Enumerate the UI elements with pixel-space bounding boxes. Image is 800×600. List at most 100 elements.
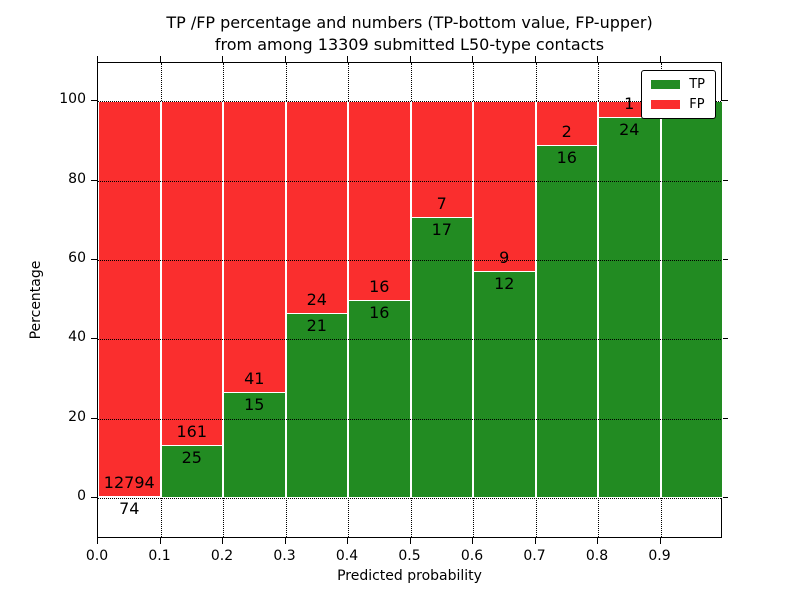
x-tick-mark bbox=[597, 538, 598, 544]
y-tick-label: 0 bbox=[77, 488, 86, 504]
bar-tp-count-label: 74 bbox=[119, 498, 140, 518]
y-tick-mark-right bbox=[722, 100, 728, 102]
x-tick-mark-top bbox=[472, 56, 473, 62]
bar-tp-count-label: 16 bbox=[369, 302, 390, 322]
bar-fp-count-label: 9 bbox=[499, 248, 510, 268]
bar-tp-segment bbox=[473, 271, 536, 498]
bar-tp-segment bbox=[98, 495, 161, 498]
x-tick-mark bbox=[534, 538, 536, 544]
x-tick-label: 0.1 bbox=[148, 548, 171, 564]
y-tick-label: 100 bbox=[59, 91, 86, 108]
bar-fp-count-label: 7 bbox=[436, 194, 447, 213]
x-tick-label: 0.3 bbox=[273, 548, 296, 564]
y-tick-label: 20 bbox=[68, 408, 86, 425]
bar-fp-segment bbox=[285, 101, 348, 313]
y-tick-mark-right bbox=[722, 417, 728, 419]
bar-tp-segment bbox=[348, 299, 411, 498]
bar-tp-segment bbox=[660, 101, 723, 498]
y-tick-mark bbox=[91, 497, 97, 498]
x-tick-mark-top bbox=[534, 56, 536, 62]
bar-fp-count-label: 1 bbox=[624, 94, 635, 114]
bar-tp-count-label: 25 bbox=[181, 447, 202, 467]
x-tick-label: 0.2 bbox=[210, 548, 234, 564]
bar-tp-segment bbox=[410, 217, 473, 498]
bar-fp-segment bbox=[410, 101, 473, 217]
y-tick-mark bbox=[91, 417, 97, 419]
bar-tp-count-label: 17 bbox=[431, 220, 452, 239]
legend-item-tp: TP bbox=[651, 78, 705, 91]
plot-area: 127947416125411524211616717912216124054 … bbox=[97, 62, 723, 538]
legend-swatch-tp-icon bbox=[651, 80, 681, 89]
x-tick-mark-top bbox=[409, 56, 411, 62]
bar-tp-count-label: 15 bbox=[244, 394, 265, 414]
bar-fp-count-label: 161 bbox=[176, 421, 208, 441]
legend-item-fp: FP bbox=[651, 98, 705, 111]
y-tick-label: 60 bbox=[68, 249, 86, 266]
chart-title: TP /FP percentage and numbers (TP-bottom… bbox=[97, 12, 722, 56]
bar-tp-count-label: 24 bbox=[619, 120, 640, 140]
chart-title-line2: from among 13309 submitted L50-type cont… bbox=[214, 35, 605, 54]
x-tick-mark bbox=[472, 538, 473, 544]
horizontal-gridline bbox=[98, 339, 721, 341]
x-tick-mark bbox=[97, 538, 98, 544]
legend: TP FP bbox=[641, 70, 716, 119]
horizontal-gridline bbox=[98, 498, 721, 499]
bar-fp-segment bbox=[473, 101, 536, 272]
legend-swatch-fp-icon bbox=[651, 100, 681, 109]
y-tick-mark-right bbox=[722, 179, 728, 181]
y-tick-mark-right bbox=[722, 338, 728, 340]
bar-tp-segment bbox=[535, 145, 598, 498]
x-tick-mark bbox=[222, 538, 223, 544]
x-tick-label: 0.5 bbox=[398, 548, 421, 564]
x-tick-label: 0.8 bbox=[585, 548, 609, 564]
x-tick-mark-top bbox=[222, 56, 223, 62]
x-tick-label: 0.0 bbox=[85, 548, 109, 564]
x-tick-label: 0.6 bbox=[460, 548, 484, 564]
y-tick-mark-right bbox=[722, 497, 728, 498]
bar-fp-segment bbox=[160, 101, 223, 445]
horizontal-gridline bbox=[98, 418, 721, 420]
bar-fp-count-label: 16 bbox=[369, 276, 390, 296]
horizontal-gridline bbox=[98, 101, 721, 103]
y-tick-mark bbox=[91, 338, 97, 340]
x-tick-mark bbox=[409, 538, 411, 544]
y-tick-label: 40 bbox=[68, 329, 86, 346]
horizontal-gridline bbox=[98, 180, 721, 182]
y-tick-mark bbox=[91, 100, 97, 102]
x-tick-mark-top bbox=[659, 56, 661, 62]
bar-fp-count-label: 24 bbox=[306, 289, 327, 309]
legend-label-fp: FP bbox=[689, 97, 705, 112]
bar-tp-count-label: 12 bbox=[494, 274, 515, 294]
x-tick-label: 0.7 bbox=[523, 548, 546, 564]
x-tick-mark bbox=[159, 538, 161, 544]
x-tick-label: 0.4 bbox=[335, 548, 359, 564]
x-axis-label: Predicted probability bbox=[337, 568, 482, 584]
y-axis-label: Percentage bbox=[28, 260, 44, 340]
x-tick-label: 0.9 bbox=[648, 548, 671, 564]
bar-tp-segment bbox=[160, 444, 223, 498]
bar-tp-count-label: 21 bbox=[306, 315, 327, 335]
bar-fp-segment bbox=[348, 101, 411, 300]
y-tick-label: 80 bbox=[68, 170, 86, 187]
bar-fp-segment bbox=[223, 101, 286, 392]
bar-fp-segment bbox=[98, 101, 161, 496]
bar-tp-count-label: 16 bbox=[556, 148, 577, 168]
x-tick-mark-top bbox=[97, 56, 98, 62]
bar-tp-segment bbox=[223, 391, 286, 498]
x-tick-mark-top bbox=[159, 56, 161, 62]
x-tick-mark bbox=[347, 538, 348, 544]
legend-label-tp: TP bbox=[689, 77, 705, 92]
x-tick-mark-top bbox=[347, 56, 348, 62]
chart-title-line1: TP /FP percentage and numbers (TP-bottom… bbox=[166, 13, 653, 32]
bar-fp-count-label: 2 bbox=[561, 122, 572, 142]
x-tick-mark bbox=[659, 538, 661, 544]
x-tick-mark-top bbox=[284, 56, 286, 62]
bar-fp-count-label: 12794 bbox=[103, 472, 155, 492]
bar-fp-count-label: 41 bbox=[244, 368, 265, 388]
y-tick-mark bbox=[91, 179, 97, 181]
bar-tp-segment bbox=[598, 117, 661, 498]
bar-tp-segment bbox=[285, 312, 348, 498]
y-tick-mark-right bbox=[722, 258, 728, 260]
y-tick-mark bbox=[91, 258, 97, 260]
